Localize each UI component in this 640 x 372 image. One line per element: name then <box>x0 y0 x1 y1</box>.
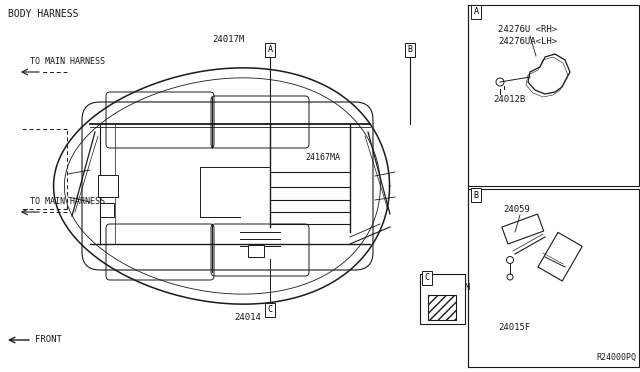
Bar <box>98 175 118 197</box>
Bar <box>100 203 114 217</box>
Text: BODY HARNESS: BODY HARNESS <box>8 9 79 19</box>
Text: 24014: 24014 <box>235 312 261 321</box>
Bar <box>502 214 544 244</box>
Bar <box>538 232 582 281</box>
Text: R24000PQ: R24000PQ <box>596 353 636 362</box>
Text: B: B <box>408 45 413 55</box>
Text: 24167MA: 24167MA <box>305 153 340 161</box>
Text: C: C <box>424 273 429 282</box>
Text: 24276U <RH>: 24276U <RH> <box>498 26 557 35</box>
Text: 24276UA<LH>: 24276UA<LH> <box>498 38 557 46</box>
Text: 24017M: 24017M <box>212 35 244 44</box>
Bar <box>428 295 456 320</box>
Bar <box>468 189 639 367</box>
Text: B: B <box>474 190 479 199</box>
Text: TO MAIN HARNESS: TO MAIN HARNESS <box>30 198 105 206</box>
Text: A: A <box>268 45 273 55</box>
Text: 24059: 24059 <box>503 205 530 214</box>
Bar <box>420 274 465 324</box>
Bar <box>468 5 639 186</box>
Text: C: C <box>268 305 273 314</box>
Text: 24015F: 24015F <box>498 323 531 331</box>
Text: A: A <box>474 7 479 16</box>
Text: FRONT: FRONT <box>35 336 62 344</box>
Bar <box>248 245 264 257</box>
Text: 24012B: 24012B <box>493 96 525 105</box>
Text: TO MAIN HARNESS: TO MAIN HARNESS <box>30 58 105 67</box>
Text: 24215M: 24215M <box>440 283 470 292</box>
